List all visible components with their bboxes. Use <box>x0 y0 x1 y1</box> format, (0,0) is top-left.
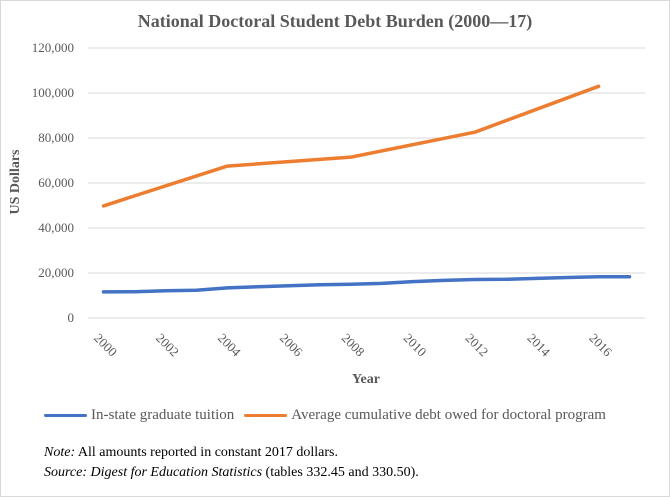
series-lines <box>101 84 632 294</box>
x-tick-label: 2014 <box>524 330 553 359</box>
y-tick-label: 20,000 <box>38 265 74 280</box>
x-tick-label: 2004 <box>215 330 244 359</box>
y-tick-label: 40,000 <box>38 220 74 235</box>
note-text: All amounts reported in constant 2017 do… <box>75 445 338 460</box>
y-axis-ticks: 0 20,000 40,000 60,000 80,000 100,000 120,000 <box>32 40 74 325</box>
legend-item-debt: Average cumulative debt owed for doctora… <box>244 407 606 424</box>
y-tick-label: 80,000 <box>38 130 74 145</box>
gridlines <box>88 47 645 319</box>
y-tick-label: 100,000 <box>32 85 74 100</box>
y-tick-label: 60,000 <box>38 175 74 190</box>
legend-swatch-tuition <box>44 414 87 417</box>
y-tick-label: 120,000 <box>32 40 74 55</box>
x-tick-label: 2006 <box>277 330 306 359</box>
note-label: Note: <box>44 445 76 460</box>
chart-notes: Note: All amounts reported in constant 2… <box>44 443 419 483</box>
x-tick-label: 2012 <box>462 330 491 359</box>
line-chart: 020,00040,00060,00080,000100,000120,000 … <box>8 40 645 387</box>
chart-title: National Doctoral Student Debt Burden (2… <box>137 11 533 31</box>
series-line-1 <box>101 84 601 208</box>
legend-item-tuition: In-state graduate tuition <box>44 407 234 424</box>
note-line: Note: All amounts reported in constant 2… <box>44 443 419 463</box>
x-tick-label: 2010 <box>401 330 430 359</box>
legend-swatch-debt <box>244 414 288 417</box>
source-label: Source: <box>44 465 88 480</box>
source-text: (tables 332.45 and 330.50). <box>262 465 419 480</box>
x-axis-ticks: 2000 2002 2004 2006 2008 2010 2012 2014 2016 <box>91 330 615 359</box>
x-tick-label: 2000 <box>91 330 120 359</box>
x-axis-label: Year <box>352 372 380 387</box>
source-line: Source: Digest for Education Statistics … <box>44 463 419 483</box>
legend: In-state graduate tuition Average cumula… <box>44 407 616 424</box>
x-tick-label: 2008 <box>339 330 368 359</box>
legend-label-debt: Average cumulative debt owed for doctora… <box>291 407 606 423</box>
y-axis-label: US Dollars <box>8 149 23 215</box>
y-tick-label: 0 <box>68 310 75 325</box>
series-line-0 <box>101 275 632 294</box>
legend-label-tuition: In-state graduate tuition <box>91 407 235 423</box>
x-tick-label: 2002 <box>153 330 182 359</box>
x-tick-label: 2016 <box>586 330 615 359</box>
source-title: Digest for Education Statistics <box>90 465 263 480</box>
